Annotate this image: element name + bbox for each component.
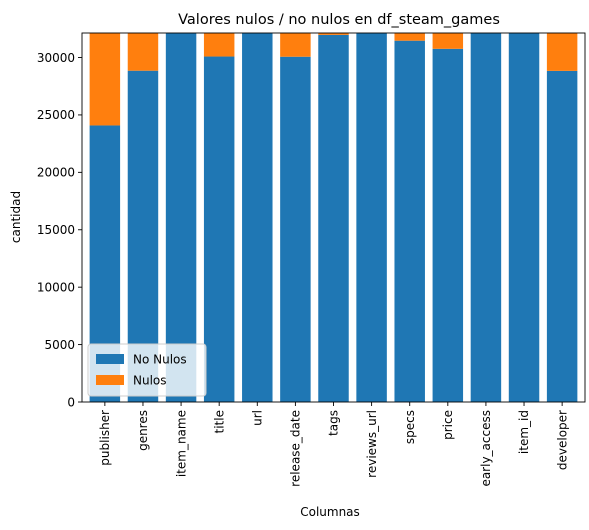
bar-no-nulos-title bbox=[203, 56, 235, 402]
bar-nulos-price bbox=[432, 33, 464, 49]
legend-swatch-no-nulos bbox=[96, 354, 124, 364]
x-tick-label-specs: specs bbox=[403, 410, 417, 444]
bar-nulos-genres bbox=[127, 33, 159, 71]
bar-nulos-publisher bbox=[89, 33, 121, 126]
bar-no-nulos-url bbox=[242, 33, 273, 402]
x-tick-label-item-id: item_id bbox=[517, 410, 531, 454]
bar-no-nulos-early-access bbox=[470, 33, 502, 402]
bar-no-nulos-tags bbox=[318, 34, 349, 403]
bar-nulos-specs bbox=[394, 33, 425, 41]
x-tick-label-title: title bbox=[212, 410, 226, 433]
y-tick-label: 20000 bbox=[37, 166, 75, 180]
x-tick-label-release-date: release_date bbox=[289, 410, 303, 487]
x-tick-label-price: price bbox=[441, 410, 455, 440]
bar-no-nulos-release-date bbox=[280, 56, 311, 402]
legend-label-nulos: Nulos bbox=[133, 374, 167, 388]
axes-group: 0 5000 10000 15000 20000 25000 30000 publisher g… bbox=[37, 32, 586, 487]
chart-title: Valores nulos / no nulos en df_steam_gam… bbox=[178, 12, 500, 28]
bar-no-nulos-item-name bbox=[165, 33, 197, 403]
y-tick-label: 30000 bbox=[37, 51, 75, 65]
bar-no-nulos-item-id bbox=[508, 33, 540, 403]
bar-no-nulos-specs bbox=[394, 40, 425, 402]
x-tick-label-developer: developer bbox=[555, 410, 569, 470]
y-tick-label: 5000 bbox=[44, 338, 75, 352]
x-tick-label-publisher: publisher bbox=[98, 410, 112, 466]
bar-nulos-title bbox=[203, 33, 235, 57]
x-tick-label-item-name: item_name bbox=[174, 410, 188, 477]
bar-no-nulos-reviews-url bbox=[356, 33, 387, 403]
y-tick-label: 25000 bbox=[37, 108, 75, 122]
y-tick-label: 0 bbox=[67, 395, 75, 409]
y-tick-label: 10000 bbox=[37, 280, 75, 294]
bar-no-nulos-developer bbox=[546, 70, 578, 402]
x-tick-label-url: url bbox=[250, 410, 264, 426]
y-tick-label: 15000 bbox=[37, 223, 75, 237]
x-tick-label-early-access: early_access bbox=[479, 410, 493, 487]
bar-nulos-developer bbox=[546, 33, 578, 71]
legend-swatch-nulos bbox=[96, 375, 124, 385]
bar-nulos-tags bbox=[318, 33, 349, 35]
bar-nulos-release-date bbox=[280, 33, 311, 57]
y-axis-label: cantidad bbox=[9, 191, 23, 243]
x-tick-label-genres: genres bbox=[136, 410, 150, 451]
x-tick-label-reviews-url: reviews_url bbox=[365, 410, 379, 478]
x-axis-label: Columnas bbox=[300, 505, 360, 519]
legend-label-no-nulos: No Nulos bbox=[133, 353, 187, 367]
bar-no-nulos-price bbox=[432, 48, 464, 403]
bars-group bbox=[89, 33, 578, 403]
legend: No Nulos Nulos bbox=[87, 343, 207, 397]
x-tick-label-tags: tags bbox=[327, 410, 341, 436]
